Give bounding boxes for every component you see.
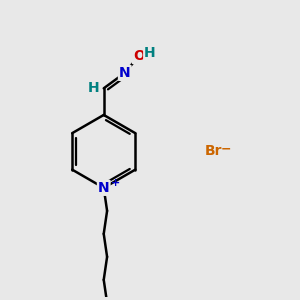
Text: +: +: [111, 178, 120, 188]
Text: O: O: [133, 49, 145, 63]
Text: −: −: [221, 143, 231, 156]
Text: N: N: [98, 181, 109, 195]
Text: H: H: [87, 81, 99, 95]
Text: N: N: [119, 66, 130, 80]
Text: H: H: [144, 46, 156, 60]
Text: Br: Br: [205, 144, 222, 158]
